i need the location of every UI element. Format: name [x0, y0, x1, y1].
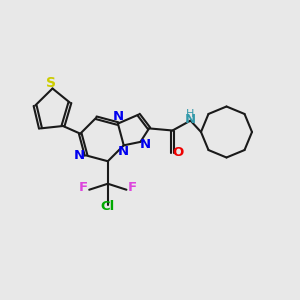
Text: Cl: Cl — [101, 200, 115, 213]
Text: S: S — [46, 76, 56, 90]
Text: F: F — [79, 181, 88, 194]
Text: H: H — [186, 109, 195, 119]
Text: F: F — [128, 181, 137, 194]
Text: N: N — [112, 110, 124, 124]
Text: N: N — [118, 146, 129, 158]
Text: O: O — [172, 146, 184, 160]
Text: N: N — [74, 149, 85, 162]
Text: N: N — [140, 138, 152, 152]
Text: N: N — [185, 113, 196, 126]
